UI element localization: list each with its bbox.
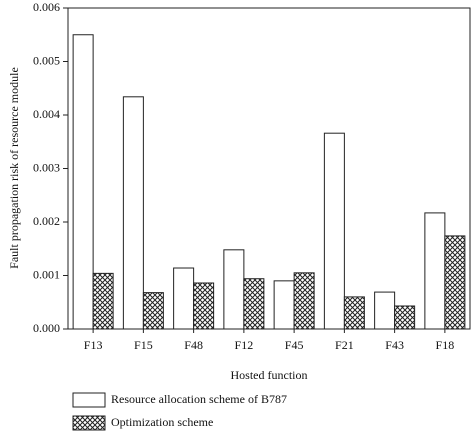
y-tick-label: 0.005 [33, 53, 60, 67]
bar [173, 267, 195, 330]
bar [243, 278, 265, 330]
legend-swatch [72, 392, 106, 408]
y-tick-label: 0.002 [33, 214, 60, 228]
x-tick-label: F13 [84, 338, 103, 352]
bar [72, 34, 94, 330]
bar [424, 212, 446, 330]
bar [444, 235, 466, 330]
x-tick-label: F43 [385, 338, 404, 352]
y-tick-label: 0.003 [33, 160, 60, 174]
x-tick-label: F45 [285, 338, 304, 352]
bar [142, 292, 164, 330]
y-tick-label: 0.001 [33, 267, 60, 281]
bar [343, 296, 365, 330]
bar [122, 96, 144, 330]
y-axis-label: Fault propagation risk of resource modul… [7, 67, 21, 269]
x-tick-label: F18 [436, 338, 455, 352]
bar [193, 282, 215, 330]
bar [223, 249, 245, 330]
x-axis-label: Hosted function [231, 368, 308, 382]
x-tick-label: F15 [134, 338, 153, 352]
bar [92, 272, 114, 330]
y-tick-label: 0.000 [33, 321, 60, 335]
bar [293, 272, 315, 330]
bar [323, 132, 345, 330]
y-tick-label: 0.006 [33, 0, 60, 14]
legend-label: Resource allocation scheme of B787 [111, 392, 287, 406]
y-tick-label: 0.004 [33, 107, 60, 121]
bar [394, 305, 416, 330]
bar [273, 280, 295, 330]
bar [374, 291, 396, 330]
plot-frame [67, 7, 471, 330]
x-tick-label: F48 [184, 338, 203, 352]
legend-label: Optimization scheme [111, 415, 213, 429]
x-tick-label: F12 [235, 338, 254, 352]
x-tick-label: F21 [335, 338, 354, 352]
legend-swatch [72, 415, 106, 431]
